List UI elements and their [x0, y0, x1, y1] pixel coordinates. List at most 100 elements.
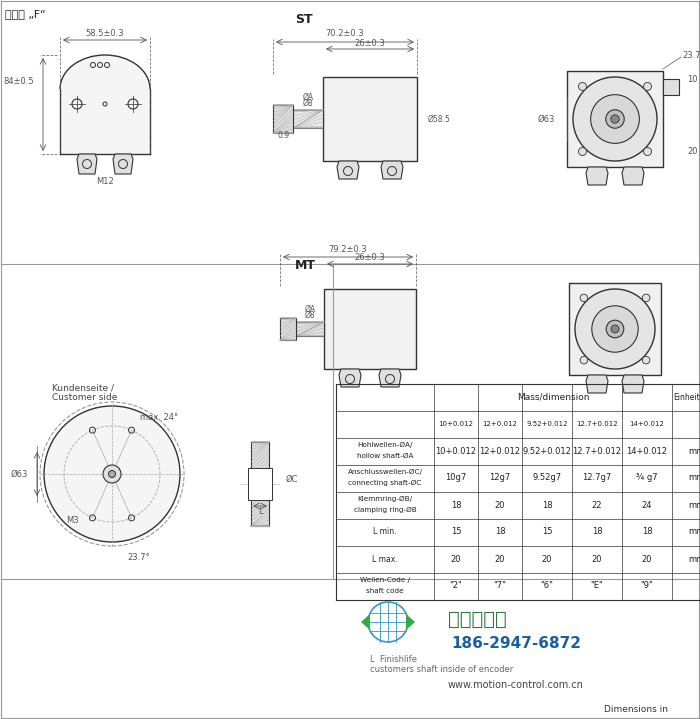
- Text: M12: M12: [96, 178, 114, 186]
- Circle shape: [606, 110, 624, 128]
- Text: max. 24°: max. 24°: [140, 413, 178, 421]
- Polygon shape: [622, 167, 644, 185]
- Text: 23.7°: 23.7°: [127, 554, 150, 562]
- Polygon shape: [622, 375, 644, 393]
- Text: mm: mm: [688, 528, 700, 536]
- Circle shape: [643, 294, 650, 302]
- Circle shape: [591, 95, 639, 143]
- Circle shape: [611, 115, 620, 123]
- Circle shape: [580, 357, 588, 364]
- Circle shape: [578, 83, 587, 91]
- Text: 20: 20: [542, 554, 552, 564]
- Circle shape: [643, 83, 652, 91]
- Text: 18: 18: [495, 528, 505, 536]
- Text: 20: 20: [495, 554, 505, 564]
- Text: 15: 15: [451, 528, 461, 536]
- Text: 70.2±0.3: 70.2±0.3: [326, 29, 364, 39]
- Text: mm: mm: [688, 500, 700, 510]
- Text: Hohlwellen-ØA/: Hohlwellen-ØA/: [357, 442, 413, 448]
- Text: 20: 20: [642, 554, 652, 564]
- Text: L  Finishlife: L Finishlife: [370, 654, 417, 664]
- Text: shaft code: shaft code: [366, 588, 404, 594]
- Text: ST: ST: [295, 13, 313, 26]
- Text: connecting shaft-ØC: connecting shaft-ØC: [349, 480, 421, 486]
- Text: 12g7: 12g7: [489, 474, 510, 482]
- Text: 26±0.3: 26±0.3: [355, 39, 386, 47]
- Text: "E": "E": [591, 582, 603, 590]
- Text: Mass/dimension: Mass/dimension: [517, 393, 589, 401]
- Text: 10g7: 10g7: [445, 474, 467, 482]
- Text: www.motion-control.com.cn: www.motion-control.com.cn: [448, 680, 584, 690]
- Text: 18: 18: [542, 500, 552, 510]
- Text: M3: M3: [66, 516, 78, 526]
- Polygon shape: [324, 289, 416, 369]
- Circle shape: [606, 320, 624, 338]
- Text: 18: 18: [451, 500, 461, 510]
- Circle shape: [643, 147, 652, 155]
- Text: Einheit/unit: Einheit/unit: [673, 393, 700, 401]
- Text: mm: mm: [688, 474, 700, 482]
- Text: L: L: [258, 508, 262, 516]
- Polygon shape: [296, 322, 324, 336]
- Text: ØA: ØA: [302, 93, 314, 101]
- Text: 20: 20: [687, 147, 697, 155]
- Circle shape: [573, 77, 657, 161]
- Circle shape: [592, 306, 638, 352]
- Text: 23.7°: 23.7°: [682, 50, 700, 60]
- Polygon shape: [293, 110, 323, 128]
- Text: Ø58.5: Ø58.5: [428, 114, 450, 124]
- Text: Kundenseite /: Kundenseite /: [52, 383, 114, 393]
- Text: 58.5±0.3: 58.5±0.3: [85, 29, 125, 37]
- Text: 10: 10: [687, 75, 697, 83]
- Text: 12.7g7: 12.7g7: [582, 474, 612, 482]
- Circle shape: [580, 294, 588, 302]
- Text: 14+0.012: 14+0.012: [626, 446, 668, 456]
- Polygon shape: [586, 375, 608, 393]
- Text: L max.: L max.: [372, 554, 398, 564]
- Text: 26±0.3: 26±0.3: [355, 254, 386, 262]
- Text: mm: mm: [688, 554, 700, 564]
- Polygon shape: [569, 283, 661, 375]
- Text: clamping ring-ØB: clamping ring-ØB: [354, 507, 416, 513]
- Text: Dimensions in: Dimensions in: [604, 705, 668, 713]
- Polygon shape: [339, 369, 361, 387]
- Text: 84±0.5: 84±0.5: [4, 78, 34, 86]
- Text: 9.52g7: 9.52g7: [533, 474, 561, 482]
- Text: 12+0.012: 12+0.012: [482, 421, 517, 427]
- Text: hollow shaft-ØA: hollow shaft-ØA: [357, 453, 413, 459]
- Text: 20: 20: [592, 554, 602, 564]
- Text: L min.: L min.: [373, 528, 397, 536]
- Text: Wellen-Code /: Wellen-Code /: [360, 577, 410, 583]
- Text: 0.9: 0.9: [278, 132, 290, 140]
- Polygon shape: [379, 369, 401, 387]
- Text: 24: 24: [642, 500, 652, 510]
- Text: Klemmring-ØB/: Klemmring-ØB/: [358, 496, 412, 502]
- Polygon shape: [251, 442, 269, 526]
- Circle shape: [108, 470, 116, 477]
- Text: 10+0.012: 10+0.012: [435, 446, 477, 456]
- Text: 20: 20: [451, 554, 461, 564]
- Text: "9": "9": [640, 582, 653, 590]
- Polygon shape: [361, 614, 370, 630]
- Polygon shape: [586, 167, 608, 185]
- Polygon shape: [567, 71, 663, 167]
- Text: 18: 18: [642, 528, 652, 536]
- Text: 12+0.012: 12+0.012: [480, 446, 521, 456]
- Text: 15: 15: [542, 528, 552, 536]
- Circle shape: [578, 147, 587, 155]
- Text: 盲孔轴 „F“: 盲孔轴 „F“: [5, 9, 46, 19]
- Text: 12.7+0.012: 12.7+0.012: [573, 446, 622, 456]
- Polygon shape: [248, 468, 272, 500]
- Polygon shape: [337, 161, 359, 179]
- Text: ØA: ØA: [304, 305, 316, 313]
- Text: Ø63: Ø63: [538, 114, 555, 124]
- Text: Anschlusswellen-ØC/: Anschlusswellen-ØC/: [347, 469, 423, 475]
- Text: 10+0.012: 10+0.012: [438, 421, 473, 427]
- Text: ØC: ØC: [286, 475, 298, 483]
- Text: 186-2947-6872: 186-2947-6872: [451, 636, 581, 651]
- Text: "2": "2": [449, 582, 463, 590]
- Polygon shape: [406, 614, 415, 630]
- Text: Ø63: Ø63: [10, 470, 28, 479]
- Polygon shape: [323, 77, 417, 161]
- Polygon shape: [113, 154, 133, 174]
